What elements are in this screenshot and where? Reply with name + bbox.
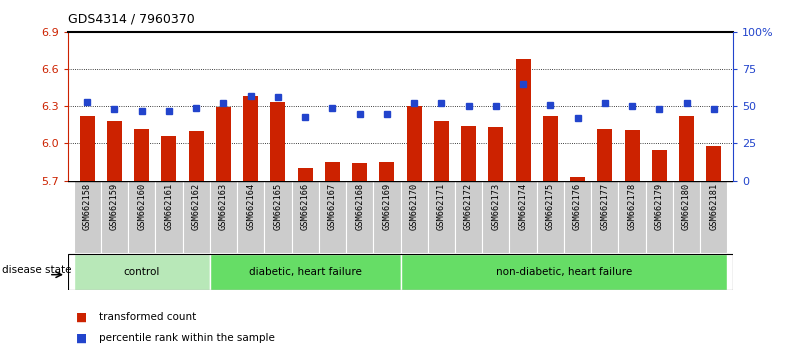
Bar [428,181,455,253]
Bar [210,254,400,290]
Bar [128,181,155,253]
Bar [292,181,319,253]
Text: GSM662177: GSM662177 [601,183,610,230]
Bar [74,181,101,253]
Text: non-diabetic, heart failure: non-diabetic, heart failure [496,267,632,277]
Text: GSM662166: GSM662166 [300,183,310,230]
Text: GSM662158: GSM662158 [83,183,91,230]
Bar [216,108,231,181]
Text: GSM662172: GSM662172 [464,183,473,230]
Text: control: control [123,267,160,277]
Text: GSM662162: GSM662162 [191,183,200,230]
Bar [380,162,394,181]
Bar [237,181,264,253]
Bar [537,181,564,253]
Bar [107,121,122,181]
Bar [679,116,694,181]
Text: GSM662173: GSM662173 [491,183,501,230]
Bar [101,181,128,253]
Bar [489,127,503,181]
Bar [652,149,667,181]
Bar [189,131,203,181]
Text: GSM662163: GSM662163 [219,183,228,230]
Text: GSM662168: GSM662168 [355,183,364,230]
Bar [244,96,258,181]
Bar [434,121,449,181]
Bar [455,181,482,253]
Text: GSM662159: GSM662159 [110,183,119,230]
Bar [155,181,183,253]
Bar [516,59,530,181]
Bar [400,181,428,253]
Bar [210,181,237,253]
Bar [673,181,700,253]
Text: GSM662165: GSM662165 [273,183,283,230]
Text: GSM662169: GSM662169 [382,183,392,230]
Text: GSM662176: GSM662176 [573,183,582,230]
Text: GSM662174: GSM662174 [518,183,528,230]
Text: GSM662180: GSM662180 [682,183,691,230]
Bar [706,146,722,181]
Text: GSM662178: GSM662178 [628,183,637,230]
Text: diabetic, heart failure: diabetic, heart failure [248,267,361,277]
Text: GSM662160: GSM662160 [137,183,146,230]
Text: transformed count: transformed count [99,312,195,322]
Bar [373,181,400,253]
Bar [700,181,727,253]
Bar [79,116,95,181]
Bar [319,181,346,253]
Bar [162,136,176,181]
Text: ■: ■ [76,332,87,344]
Bar [407,106,421,181]
Text: GDS4314 / 7960370: GDS4314 / 7960370 [68,13,195,26]
Bar [352,163,367,181]
Bar [509,181,537,253]
Text: GSM662170: GSM662170 [409,183,419,230]
Text: disease state: disease state [2,265,71,275]
Bar [564,181,591,253]
Bar [74,254,210,290]
Bar [646,181,673,253]
Bar [271,103,285,181]
Text: GSM662181: GSM662181 [710,183,718,230]
Bar [598,129,612,181]
Bar [400,254,727,290]
Bar [264,181,292,253]
Text: GSM662179: GSM662179 [655,183,664,230]
Bar [183,181,210,253]
Bar [298,168,312,181]
Text: GSM662164: GSM662164 [246,183,256,230]
Text: percentile rank within the sample: percentile rank within the sample [99,333,275,343]
Bar [543,116,557,181]
Text: GSM662167: GSM662167 [328,183,337,230]
Text: GSM662171: GSM662171 [437,183,446,230]
Bar [570,177,585,181]
Bar [591,181,618,253]
Text: GSM662161: GSM662161 [164,183,173,230]
Bar [134,129,149,181]
Text: GSM662175: GSM662175 [545,183,555,230]
Bar [618,181,646,253]
Bar [346,181,373,253]
Bar [325,162,340,181]
Text: ■: ■ [76,310,87,323]
Bar [625,130,639,181]
Bar [482,181,509,253]
Bar [461,126,476,181]
